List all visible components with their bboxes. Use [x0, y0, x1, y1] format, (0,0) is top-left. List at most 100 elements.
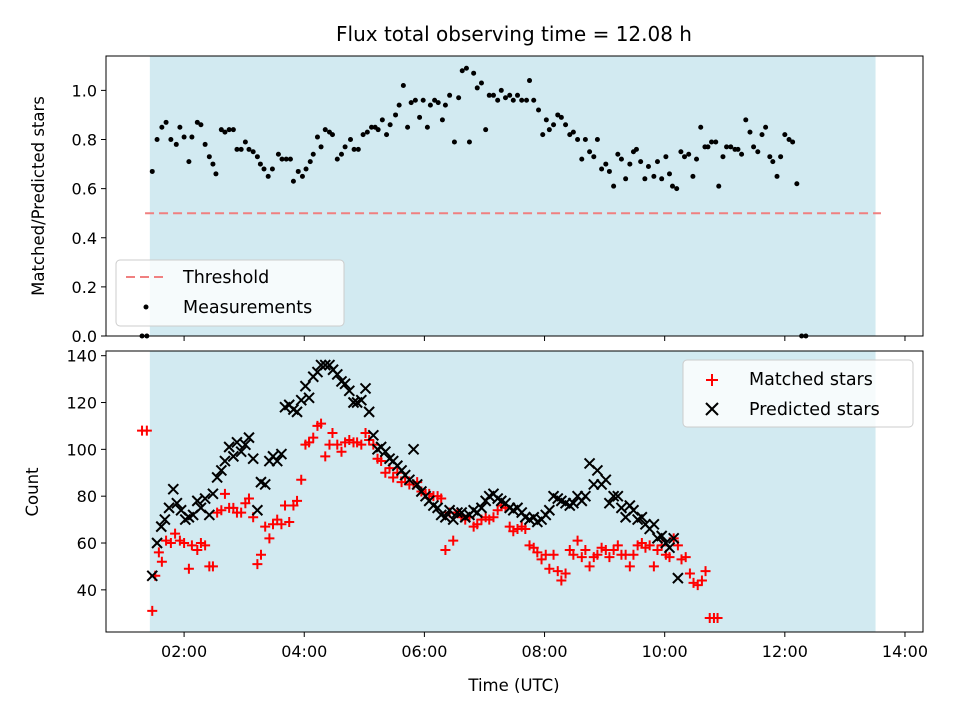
measurement-point — [364, 129, 370, 135]
measurement-point — [763, 124, 769, 130]
top-y-tick-label: 0.0 — [72, 327, 97, 346]
measurement-point — [720, 154, 726, 160]
predicted-star-point — [203, 509, 216, 521]
measurement-point — [189, 134, 195, 140]
measurement-point — [682, 154, 688, 160]
bottom-axes-frame — [105, 350, 924, 633]
predicted-star-point — [431, 502, 444, 514]
matched-star-point — [156, 556, 167, 567]
bottom-x-axis: 02:00 04:00 06:00 08:00 10:00 12:00 14:00 — [161, 632, 928, 661]
bottom-y-tick-label: 60 — [77, 534, 97, 553]
matched-star-point — [544, 563, 555, 574]
measurement-point — [623, 176, 629, 182]
measurement-point — [279, 156, 285, 162]
measurement-point — [615, 151, 621, 157]
measurement-point — [355, 146, 361, 152]
measurement-point — [606, 168, 612, 174]
predicted-star-point — [407, 443, 420, 456]
measurement-point — [698, 124, 704, 130]
measurement-point — [490, 92, 496, 98]
predicted-star-point — [291, 406, 303, 418]
measurement-point — [531, 97, 537, 103]
matched-star-point — [292, 495, 303, 506]
measurement-point — [439, 117, 445, 123]
predicted-star-point — [243, 431, 255, 444]
measurement-point — [651, 173, 657, 179]
measurement-point — [329, 132, 335, 138]
measurement-point — [463, 65, 469, 71]
measurement-point — [299, 173, 305, 179]
measurement-point — [408, 100, 414, 106]
measurement-point — [456, 95, 462, 101]
x-tick-label: 06:00 — [401, 642, 447, 661]
predicted-star-point — [607, 490, 620, 502]
measurement-point — [515, 92, 521, 98]
measurement-point — [154, 137, 160, 143]
measurement-point — [432, 97, 438, 103]
matched-star-point — [236, 507, 247, 518]
predicted-star-point — [451, 506, 464, 519]
measurement-point — [242, 139, 248, 145]
measurement-point — [633, 146, 639, 152]
matched-star-point — [308, 432, 319, 443]
matched-star-point — [520, 523, 531, 534]
bottom-y-tick-label: 40 — [77, 581, 97, 600]
x-tick-label: 04:00 — [281, 642, 327, 661]
measurement-point — [466, 139, 472, 145]
measurement-point — [666, 171, 672, 177]
predicted-star-point — [163, 502, 175, 514]
predicted-star-point — [259, 478, 271, 491]
measurement-point — [384, 132, 390, 138]
measurement-point — [307, 159, 313, 165]
top-legend-box — [115, 259, 345, 327]
measurement-point — [149, 168, 155, 174]
measurement-point — [747, 129, 753, 135]
x-tick-label: 02:00 — [161, 642, 207, 661]
measurement-point — [678, 149, 684, 155]
measurement-point — [261, 166, 267, 172]
matched-star-point — [207, 561, 218, 572]
matched-star-point — [186, 540, 197, 551]
measurement-point — [709, 139, 715, 145]
measurement-point — [713, 139, 719, 145]
matched-star-point — [548, 549, 559, 560]
measurement-point — [471, 70, 477, 76]
measurement-point — [314, 134, 320, 140]
matched-star-point — [280, 500, 291, 511]
predicted-star-point — [331, 368, 343, 381]
measurement-point — [594, 137, 600, 143]
predicted-star-point — [239, 438, 252, 451]
measurement-point — [739, 151, 745, 157]
measurement-point — [173, 141, 179, 147]
predicted-star-point — [475, 502, 488, 514]
measurement-point — [290, 178, 296, 184]
measurement-point — [206, 154, 212, 160]
top-x-ticks — [183, 336, 906, 341]
measurement-point — [186, 159, 192, 165]
predicted-star-point — [363, 406, 375, 418]
measurement-point — [570, 129, 576, 135]
measurement-point — [674, 186, 680, 192]
predicted-star-point — [579, 490, 592, 502]
measurement-point — [338, 151, 344, 157]
matched-star-point — [556, 575, 567, 586]
measurement-point — [347, 137, 353, 143]
measurement-point — [618, 156, 624, 162]
matched-star-point — [356, 439, 367, 450]
measurement-point — [168, 137, 174, 143]
predicted-star-point — [155, 520, 167, 533]
predicted-star-point — [171, 497, 183, 509]
measurement-point — [527, 78, 533, 84]
x-axis-label: Time (UTC) — [467, 676, 559, 695]
matched-star-point — [252, 559, 263, 570]
matched-star-point — [568, 549, 579, 560]
measurement-point — [782, 132, 788, 138]
measurement-point — [275, 151, 281, 157]
matched-star-point — [336, 446, 347, 457]
measurement-point — [405, 124, 411, 130]
measurement-point — [790, 139, 796, 145]
matched-star-point — [179, 538, 190, 549]
measurement-point — [265, 173, 271, 179]
measurement-point — [558, 114, 564, 120]
predicted-star-point — [227, 450, 240, 463]
